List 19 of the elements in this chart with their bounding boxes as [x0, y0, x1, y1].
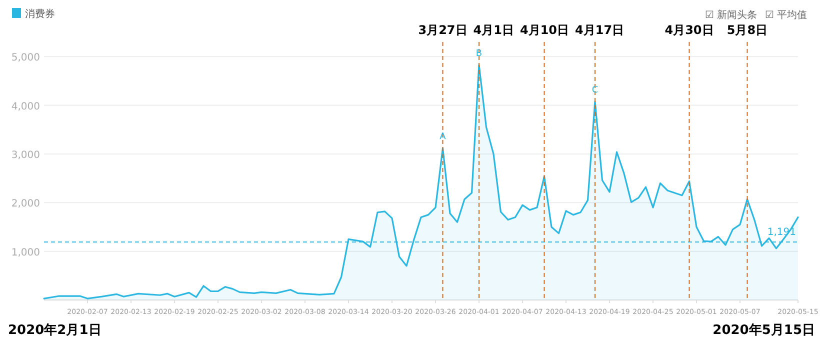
y-tick-label: 5,000 — [11, 52, 40, 64]
text: ☑ 平均值 — [765, 9, 808, 21]
ref-line-label: 5月8日 — [726, 23, 768, 37]
text: 2020年2月1日 — [8, 323, 102, 338]
y-tick-label: 3,000 — [11, 150, 40, 161]
ref-line-label: 4月1日 — [473, 23, 514, 37]
annotation: B — [476, 48, 482, 59]
text: ☑ 新闻头条 — [705, 9, 758, 21]
ref-line-label: 3月27日 — [418, 23, 468, 37]
annotation: C — [592, 85, 598, 96]
y-tick-label: 2,000 — [11, 198, 40, 210]
ref-line-label: 4月17日 — [575, 23, 624, 37]
annotation: A — [440, 132, 447, 142]
ref-line-label: 4月10日 — [520, 23, 570, 37]
y-tick-label: 4,000 — [11, 101, 40, 112]
text: 2020年5月15日 — [712, 323, 815, 338]
y-tick-label: 1,000 — [11, 247, 40, 258]
ref-line-label: 4月30日 — [664, 23, 714, 37]
legend-label: 消费券 — [25, 8, 55, 20]
